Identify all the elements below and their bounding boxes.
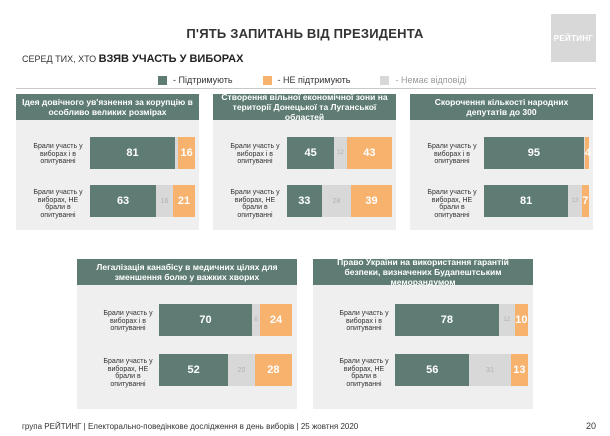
chart-panel: Ідея довічного ув'язнення за корупцію в …: [16, 94, 199, 230]
footer: група РЕЙТИНГ | Електорально-поведінкове…: [22, 422, 359, 431]
bar-segment-no-answer: 13: [568, 185, 582, 217]
chart-title: Ідея довічного ув'язнення за корупцію в …: [16, 94, 199, 120]
legend-item-support: - Підтримують: [158, 75, 233, 85]
page-number: 20: [585, 421, 596, 431]
bar-segment-support: 81: [90, 137, 176, 169]
chart-panel: Скорочення кількості народних депутатів …: [410, 94, 593, 230]
row-label: Брали участь у виборах і в опитуванні: [230, 143, 280, 165]
bar-segment-not-support: 4: [584, 137, 591, 169]
bar-segment-no-answer: 28: [321, 185, 352, 217]
chart-panel: Право України на використання гарантій б…: [313, 257, 533, 409]
bar-segment-not-support: 39: [351, 185, 392, 217]
chart-panel: Легалізація канабісу в медичних цілях дл…: [77, 259, 297, 409]
bar-row: 33 28 39: [287, 185, 392, 217]
bar-row: 52 20 28: [159, 354, 292, 386]
bar-segment-support: 78: [395, 304, 499, 336]
bar-segment-no-answer: 6: [252, 304, 261, 336]
legend-swatch-no-answer: [380, 75, 390, 85]
bar-segment-no-answer: 16: [156, 185, 173, 217]
bar-row: 63 16 21: [90, 185, 195, 217]
bar-row: 81 16: [90, 137, 195, 169]
bar-row: 45 12 43: [287, 137, 392, 169]
row-label: Брали участь у виборах, НЕ брали в опиту…: [33, 189, 83, 219]
row-label: Брали участь у виборах, НЕ брали в опиту…: [339, 358, 389, 388]
subtitle: СЕРЕД ТИХ, ХТО ВЗЯВ УЧАСТЬ У ВИБОРАХ: [22, 53, 243, 65]
row-label: Брали участь у виборах, НЕ брали в опиту…: [103, 358, 153, 388]
bar-segment-not-support: 43: [346, 137, 392, 169]
chart-title: Легалізація канабісу в медичних цілях дл…: [77, 259, 297, 285]
legend-swatch-not-support: [262, 75, 272, 85]
bar-row: 81 13 7: [484, 185, 589, 217]
chart-title: Скорочення кількості народних депутатів …: [410, 94, 593, 120]
legend-label-no-answer: - Немає відповіді: [395, 75, 467, 85]
bar-segment-no-answer: 20: [228, 354, 255, 386]
header-divider: [16, 88, 596, 89]
bar-segment-support: 52: [159, 354, 229, 386]
legend-label-not-support: - НЕ підтримують: [277, 75, 351, 85]
legend-item-not-support: - НЕ підтримують: [262, 75, 351, 85]
legend-label-support: - Підтримують: [173, 75, 233, 85]
bar-segment-not-support: 13: [510, 354, 528, 386]
row-label: Брали участь у виборах, НЕ брали в опиту…: [230, 189, 280, 219]
bar-segment-support: 45: [287, 137, 335, 169]
bar-segment-not-support: 28: [254, 354, 292, 386]
bar-row: 78 12 10: [395, 304, 528, 336]
bar-segment-no-answer: [583, 137, 585, 169]
bar-segment-not-support: 7: [581, 185, 589, 217]
bar-row: 56 31 13: [395, 354, 528, 386]
page-title: П'ЯТЬ ЗАПИТАНЬ ВІД ПРЕЗИДЕНТА: [186, 26, 424, 41]
chart-panel: Створення вільної економічної зони на те…: [213, 92, 396, 230]
bar-segment-support: 70: [159, 304, 253, 336]
bar-row: 70 6 24: [159, 304, 292, 336]
logo: РЕЙТИНГ: [551, 14, 596, 62]
bar-segment-not-support: 21: [172, 185, 195, 217]
bar-segment-not-support: 16: [178, 137, 195, 169]
bar-segment-not-support: 10: [514, 304, 528, 336]
bar-segment-no-answer: 12: [334, 137, 347, 169]
bar-segment-support: 63: [90, 185, 157, 217]
bar-segment-support: 56: [395, 354, 470, 386]
subtitle-prefix: СЕРЕД ТИХ, ХТО: [22, 54, 99, 64]
row-label: Брали участь у виборах і в опитуванні: [427, 143, 477, 165]
bar-row: 95 4: [484, 137, 591, 169]
legend: - Підтримують - НЕ підтримують - Немає в…: [158, 75, 467, 85]
chart-title: Створення вільної економічної зони на те…: [213, 92, 396, 122]
legend-swatch-support: [158, 75, 167, 85]
bar-segment-no-answer: 31: [469, 354, 511, 386]
row-label: Брали участь у виборах і в опитуванні: [33, 143, 83, 165]
bar-segment-support: 81: [484, 185, 569, 217]
bar-segment-no-answer: [175, 137, 179, 169]
bar-segment-support: 95: [484, 137, 584, 169]
row-label: Брали участь у виборах і в опитуванні: [339, 310, 389, 332]
subtitle-bold: ВЗЯВ УЧАСТЬ У ВИБОРАХ: [98, 53, 244, 65]
bar-segment-not-support: 24: [260, 304, 292, 336]
bar-segment-support: 33: [287, 185, 322, 217]
row-label: Брали участь у виборах і в опитуванні: [103, 310, 153, 332]
row-label: Брали участь у виборах, НЕ брали в опиту…: [427, 189, 477, 219]
chart-title: Право України на використання гарантій б…: [313, 257, 533, 287]
bar-segment-no-answer: 12: [498, 304, 515, 336]
legend-item-no-answer: - Немає відповіді: [380, 75, 467, 85]
